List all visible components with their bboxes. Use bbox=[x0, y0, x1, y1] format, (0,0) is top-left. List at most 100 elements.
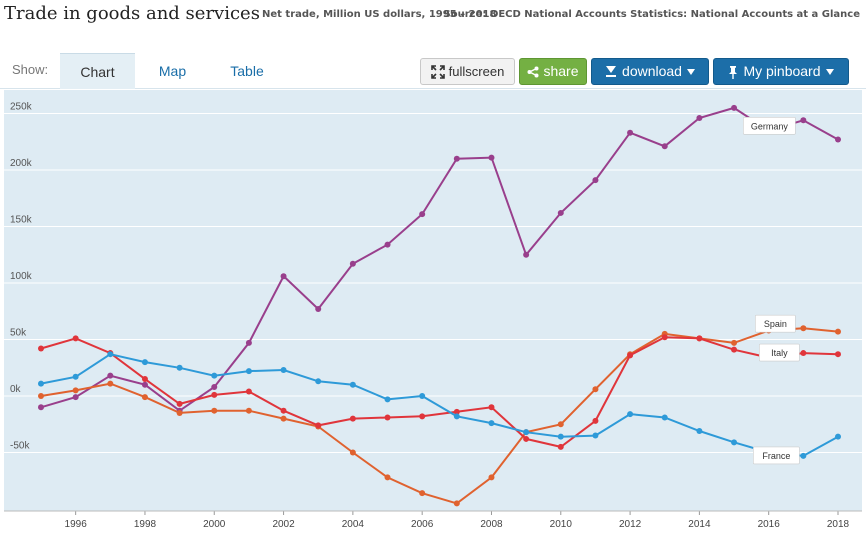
data-point-italy[interactable] bbox=[731, 346, 738, 353]
data-point-france[interactable] bbox=[141, 359, 148, 366]
pinboard-button[interactable]: My pinboard bbox=[713, 58, 849, 85]
data-point-france[interactable] bbox=[661, 414, 668, 421]
data-point-spain[interactable] bbox=[38, 393, 44, 399]
data-point-germany[interactable] bbox=[627, 129, 634, 136]
series-line-spain bbox=[40, 327, 839, 505]
data-point-germany[interactable] bbox=[245, 339, 252, 346]
data-point-germany[interactable] bbox=[384, 241, 391, 248]
data-point-germany[interactable] bbox=[696, 115, 703, 122]
data-point-italy[interactable] bbox=[592, 417, 599, 424]
data-point-germany[interactable] bbox=[592, 177, 599, 184]
data-point-france[interactable] bbox=[835, 433, 841, 440]
series-france bbox=[38, 351, 841, 459]
data-point-germany[interactable] bbox=[523, 251, 530, 258]
data-point-spain[interactable] bbox=[835, 328, 841, 335]
data-point-spain[interactable] bbox=[141, 394, 148, 401]
data-point-spain[interactable] bbox=[349, 449, 356, 456]
data-point-italy[interactable] bbox=[523, 435, 530, 442]
data-point-france[interactable] bbox=[419, 393, 426, 399]
data-point-france[interactable] bbox=[107, 351, 114, 358]
data-point-germany[interactable] bbox=[557, 209, 564, 216]
x-tick-label: 2012 bbox=[619, 519, 642, 530]
data-point-spain[interactable] bbox=[800, 325, 807, 332]
data-point-italy[interactable] bbox=[488, 404, 495, 411]
tab-chart[interactable]: Chart bbox=[60, 53, 135, 89]
data-point-spain[interactable] bbox=[419, 490, 426, 497]
x-tick-label: 2002 bbox=[272, 519, 295, 530]
data-point-spain[interactable] bbox=[453, 500, 460, 507]
data-point-germany[interactable] bbox=[72, 394, 79, 401]
data-point-france[interactable] bbox=[176, 364, 183, 371]
data-point-italy[interactable] bbox=[176, 400, 183, 407]
data-point-spain[interactable] bbox=[731, 339, 738, 346]
x-tick-label: 1996 bbox=[65, 519, 88, 530]
data-point-spain[interactable] bbox=[384, 474, 391, 481]
data-point-germany[interactable] bbox=[419, 211, 426, 218]
data-point-germany[interactable] bbox=[731, 104, 738, 111]
download-button[interactable]: download bbox=[591, 58, 709, 85]
data-point-italy[interactable] bbox=[72, 335, 79, 342]
series-label-text: Germany bbox=[751, 121, 789, 131]
data-point-italy[interactable] bbox=[38, 345, 44, 352]
data-point-france[interactable] bbox=[523, 429, 530, 436]
data-point-france[interactable] bbox=[245, 368, 252, 375]
data-point-france[interactable] bbox=[211, 372, 218, 379]
data-point-france[interactable] bbox=[38, 380, 44, 387]
data-point-italy[interactable] bbox=[280, 407, 287, 414]
data-point-germany[interactable] bbox=[38, 404, 44, 411]
data-point-italy[interactable] bbox=[627, 352, 634, 359]
data-point-italy[interactable] bbox=[384, 414, 391, 421]
data-point-spain[interactable] bbox=[107, 380, 114, 387]
data-point-france[interactable] bbox=[557, 433, 564, 440]
data-point-france[interactable] bbox=[627, 411, 634, 418]
data-point-germany[interactable] bbox=[315, 305, 322, 312]
fullscreen-button[interactable]: fullscreen bbox=[420, 58, 515, 85]
data-point-france[interactable] bbox=[696, 428, 703, 435]
data-point-italy[interactable] bbox=[835, 351, 841, 358]
tab-table[interactable]: Table bbox=[230, 63, 264, 79]
data-point-spain[interactable] bbox=[280, 415, 287, 422]
data-point-france[interactable] bbox=[731, 439, 738, 446]
data-point-italy[interactable] bbox=[211, 391, 218, 398]
data-point-italy[interactable] bbox=[696, 335, 703, 342]
data-point-spain[interactable] bbox=[176, 409, 183, 416]
data-point-italy[interactable] bbox=[315, 422, 322, 429]
data-point-germany[interactable] bbox=[141, 381, 148, 388]
data-point-germany[interactable] bbox=[453, 155, 460, 162]
data-point-italy[interactable] bbox=[349, 415, 356, 422]
data-point-germany[interactable] bbox=[488, 154, 495, 161]
data-point-france[interactable] bbox=[72, 373, 79, 380]
data-point-italy[interactable] bbox=[453, 408, 460, 415]
data-point-germany[interactable] bbox=[107, 372, 114, 379]
tab-map[interactable]: Map bbox=[158, 63, 187, 79]
data-point-germany[interactable] bbox=[280, 273, 287, 280]
data-point-germany[interactable] bbox=[800, 117, 807, 124]
data-point-spain[interactable] bbox=[557, 421, 564, 428]
data-point-spain[interactable] bbox=[245, 407, 252, 414]
data-point-france[interactable] bbox=[280, 367, 287, 374]
y-tick-label: 100k bbox=[10, 271, 33, 282]
data-point-spain[interactable] bbox=[592, 386, 599, 393]
data-point-italy[interactable] bbox=[419, 413, 426, 420]
data-point-italy[interactable] bbox=[800, 350, 807, 357]
data-point-germany[interactable] bbox=[349, 260, 356, 267]
data-point-france[interactable] bbox=[592, 432, 599, 439]
data-point-france[interactable] bbox=[315, 378, 322, 385]
data-point-italy[interactable] bbox=[661, 334, 668, 341]
data-point-france[interactable] bbox=[488, 420, 495, 427]
data-point-spain[interactable] bbox=[72, 387, 79, 394]
data-point-germany[interactable] bbox=[835, 136, 841, 143]
x-tick-label: 2014 bbox=[688, 519, 711, 530]
data-point-spain[interactable] bbox=[488, 474, 495, 481]
share-button[interactable]: share bbox=[519, 58, 587, 85]
data-point-spain[interactable] bbox=[211, 407, 218, 414]
data-point-italy[interactable] bbox=[245, 388, 252, 395]
data-point-france[interactable] bbox=[453, 413, 460, 420]
data-point-france[interactable] bbox=[384, 396, 391, 403]
data-point-italy[interactable] bbox=[557, 443, 564, 450]
data-point-italy[interactable] bbox=[141, 376, 148, 383]
data-point-germany[interactable] bbox=[661, 143, 668, 150]
data-point-germany[interactable] bbox=[211, 383, 218, 390]
data-point-france[interactable] bbox=[800, 452, 807, 459]
data-point-france[interactable] bbox=[349, 381, 356, 388]
